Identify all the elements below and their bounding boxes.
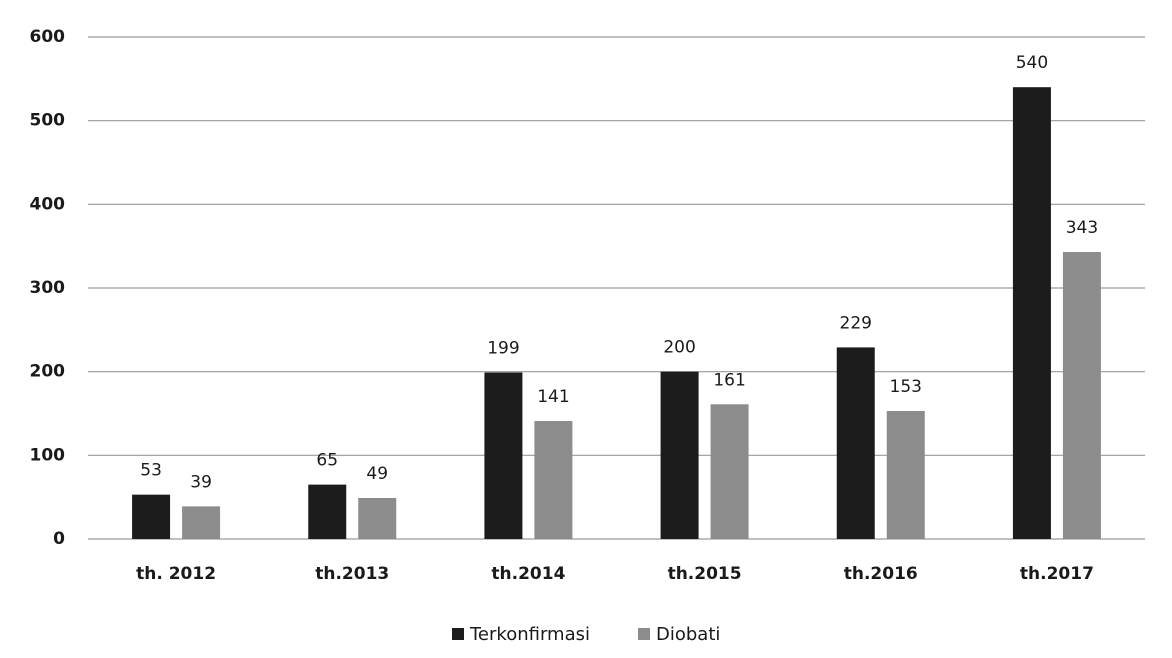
data-label: 161: [713, 370, 745, 390]
bar: [132, 494, 171, 539]
legend-label: Diobati: [656, 624, 720, 645]
y-tick-label: 0: [53, 529, 65, 549]
y-tick-label: 300: [30, 278, 66, 298]
bar: [308, 484, 347, 539]
bar: [1012, 87, 1051, 539]
legend-swatch: [637, 628, 650, 640]
bar: [182, 506, 221, 539]
bar: [484, 372, 523, 539]
data-label: 53: [140, 461, 162, 481]
legend-label: Terkonfirmasi: [469, 624, 590, 645]
data-label: 141: [537, 387, 569, 407]
data-label: 229: [840, 313, 872, 333]
bar: [534, 421, 573, 539]
x-tick-label: th.2013: [315, 564, 389, 584]
data-label: 49: [366, 464, 388, 484]
data-label: 199: [487, 339, 519, 359]
bar: [660, 371, 699, 539]
y-tick-label: 100: [30, 445, 66, 465]
bar: [710, 404, 749, 539]
data-label: 39: [190, 472, 212, 492]
data-label: 343: [1066, 218, 1098, 238]
data-label: 153: [890, 377, 922, 397]
y-tick-label: 400: [30, 194, 66, 214]
x-tick-label: th.2014: [491, 564, 565, 584]
data-label: 200: [663, 338, 695, 358]
legend-swatch: [452, 628, 464, 640]
bar: [358, 498, 397, 539]
x-tick-label: th. 2012: [136, 564, 216, 584]
y-tick-label: 500: [30, 111, 66, 131]
x-tick-label: th.2016: [844, 564, 918, 584]
bar: [1062, 252, 1101, 540]
x-tick-label: th.2015: [668, 564, 742, 584]
bar: [836, 347, 875, 539]
y-tick-label: 200: [30, 362, 66, 382]
x-tick-label: th.2017: [1020, 564, 1094, 584]
y-tick-label: 600: [30, 27, 66, 47]
data-label: 540: [1016, 53, 1048, 73]
data-label: 65: [316, 451, 338, 471]
bar: [886, 410, 925, 539]
